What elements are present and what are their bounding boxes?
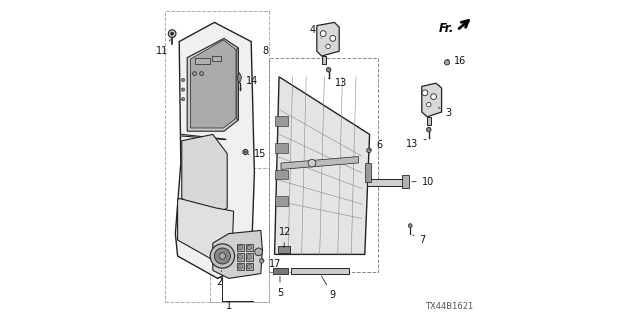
Text: 15: 15 (248, 148, 267, 159)
Bar (275, 196, 288, 206)
Circle shape (244, 151, 246, 153)
Bar (291, 268, 349, 274)
Polygon shape (281, 156, 358, 170)
Bar (273, 268, 288, 274)
Text: 14: 14 (240, 76, 259, 90)
Text: 1: 1 (226, 301, 232, 311)
Text: 13: 13 (406, 139, 426, 149)
Text: 10: 10 (412, 177, 434, 187)
Polygon shape (178, 198, 234, 261)
Bar (246, 253, 253, 261)
Bar (237, 263, 244, 270)
Circle shape (210, 244, 235, 268)
Text: 7: 7 (413, 235, 426, 245)
Text: 6: 6 (369, 140, 383, 150)
Bar (275, 143, 288, 153)
Circle shape (182, 88, 184, 91)
Text: 9: 9 (321, 276, 336, 300)
Bar (275, 116, 288, 126)
Text: 17: 17 (262, 259, 281, 269)
Circle shape (247, 264, 252, 269)
Circle shape (426, 102, 431, 107)
Circle shape (408, 224, 412, 228)
Text: 13: 13 (329, 78, 348, 88)
Circle shape (247, 255, 252, 259)
Bar (246, 263, 253, 270)
Circle shape (182, 78, 184, 82)
Polygon shape (428, 117, 431, 125)
Bar (212, 56, 221, 61)
Circle shape (326, 44, 330, 49)
Circle shape (238, 264, 243, 269)
Polygon shape (322, 56, 326, 64)
Bar (210, 168, 269, 302)
Text: 3: 3 (438, 108, 452, 118)
Circle shape (367, 148, 371, 153)
Bar (237, 253, 244, 261)
Polygon shape (212, 230, 262, 278)
Text: 16: 16 (447, 56, 467, 66)
Text: 2: 2 (216, 271, 222, 287)
Bar (195, 58, 210, 64)
Bar (237, 244, 244, 251)
Polygon shape (367, 179, 403, 186)
Circle shape (200, 72, 204, 76)
Text: Fr.: Fr. (438, 22, 454, 35)
Bar (275, 170, 288, 179)
Polygon shape (237, 73, 242, 83)
Bar (165, 11, 269, 302)
Bar (246, 244, 253, 251)
Circle shape (321, 31, 326, 36)
Circle shape (193, 72, 196, 76)
Polygon shape (191, 40, 236, 128)
Circle shape (168, 30, 176, 37)
Text: 11: 11 (156, 40, 170, 56)
Circle shape (422, 90, 428, 96)
Circle shape (431, 94, 436, 100)
Polygon shape (236, 48, 239, 120)
Polygon shape (422, 83, 442, 117)
Circle shape (426, 127, 431, 132)
Circle shape (308, 159, 316, 167)
Bar (278, 246, 290, 253)
Polygon shape (182, 134, 227, 216)
Text: 4: 4 (310, 25, 321, 38)
Text: 12: 12 (278, 227, 291, 248)
Bar (402, 175, 409, 188)
Polygon shape (275, 77, 370, 254)
Circle shape (326, 68, 331, 72)
Circle shape (238, 245, 243, 250)
Circle shape (255, 248, 262, 256)
Circle shape (214, 248, 230, 264)
Circle shape (445, 60, 450, 65)
Circle shape (247, 245, 252, 250)
Circle shape (330, 36, 336, 41)
Circle shape (238, 255, 243, 259)
Polygon shape (317, 22, 339, 56)
Circle shape (260, 259, 264, 263)
Circle shape (219, 253, 226, 259)
Bar (365, 163, 371, 182)
Bar (269, 58, 378, 272)
Text: 8: 8 (262, 46, 269, 56)
Circle shape (243, 149, 248, 155)
Circle shape (182, 98, 184, 101)
Polygon shape (175, 22, 254, 278)
Circle shape (170, 32, 174, 35)
Text: 5: 5 (277, 276, 283, 298)
Text: TX44B1621: TX44B1621 (426, 302, 474, 311)
Polygon shape (187, 38, 239, 131)
